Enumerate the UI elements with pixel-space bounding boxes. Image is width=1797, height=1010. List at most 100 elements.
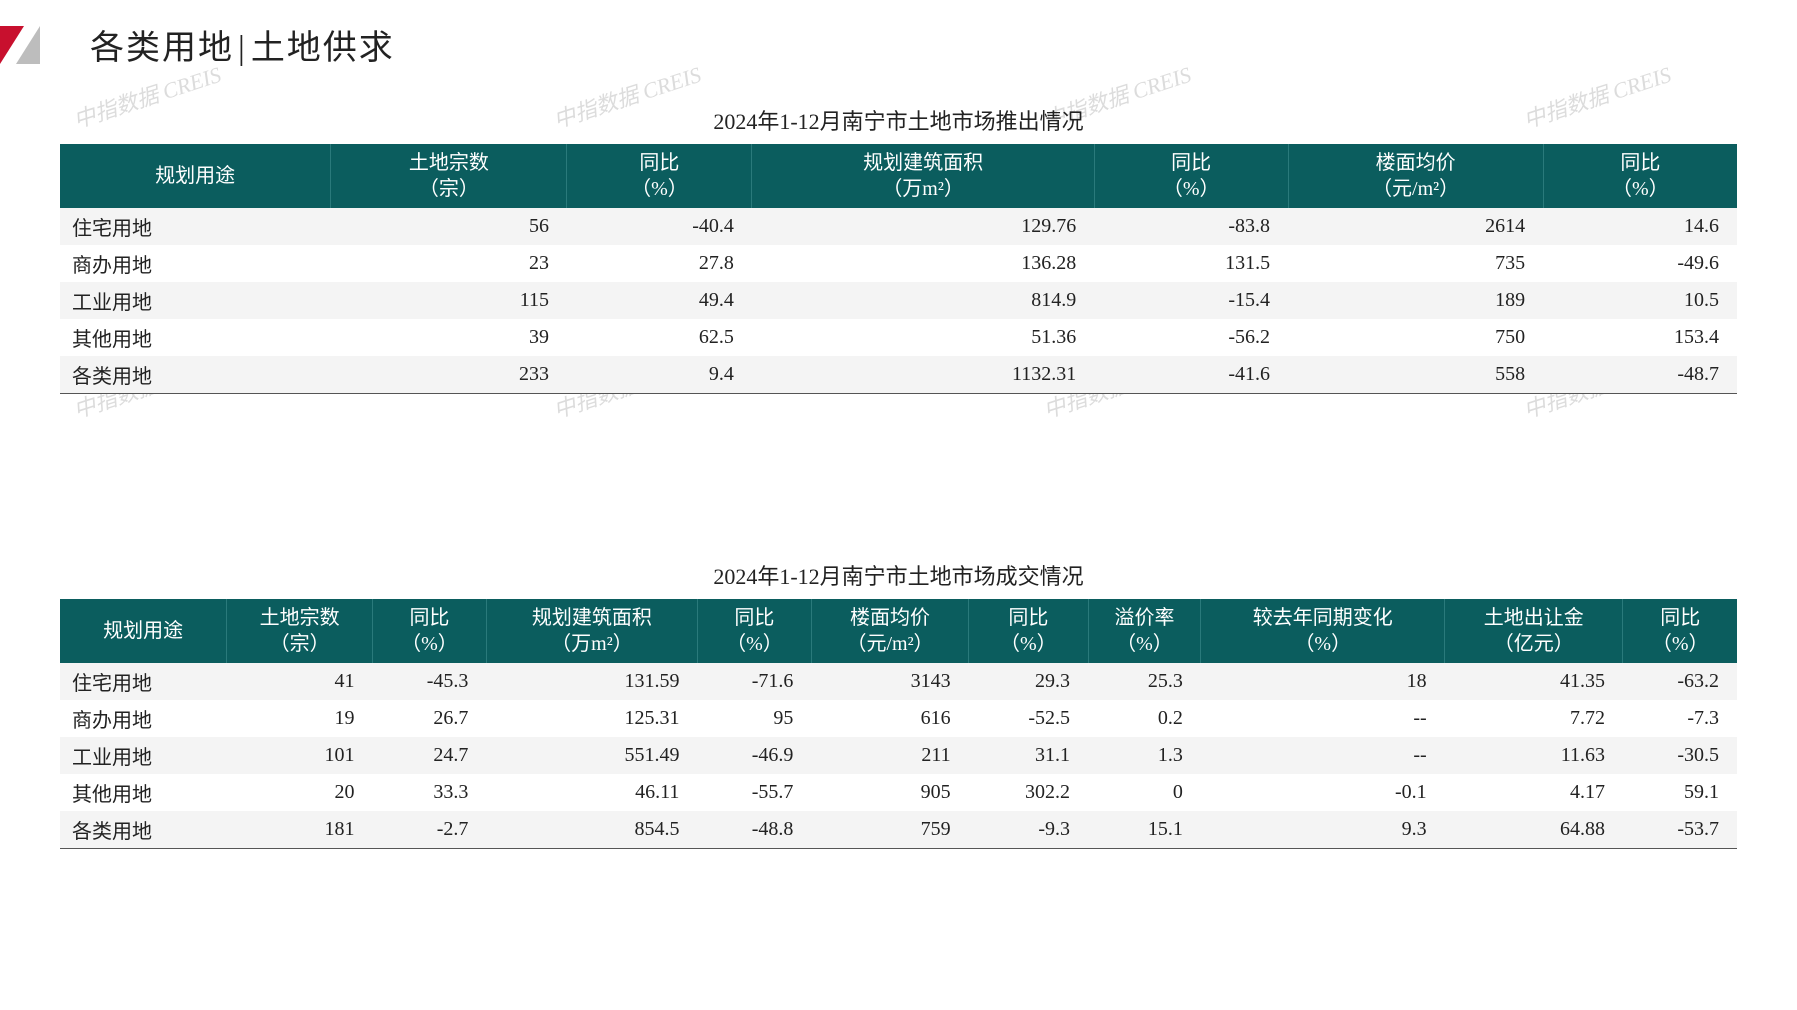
cell-value: -63.2 — [1623, 663, 1737, 700]
column-header: 规划用途 — [60, 599, 227, 663]
cell-value: 41.35 — [1445, 663, 1623, 700]
cell-value: -- — [1201, 737, 1445, 774]
cell-value: 115 — [331, 282, 567, 319]
cell-value: 7.72 — [1445, 700, 1623, 737]
cell-value: 9.3 — [1201, 811, 1445, 849]
column-header: 溢价率（%） — [1088, 599, 1201, 663]
cell-value: -7.3 — [1623, 700, 1737, 737]
cell-value: 905 — [811, 774, 968, 811]
cell-value: 27.8 — [567, 245, 752, 282]
cell-value: 1.3 — [1088, 737, 1201, 774]
table1-body: 住宅用地56-40.4129.76-83.8261414.6商办用地2327.8… — [60, 208, 1737, 394]
cell-value: 64.88 — [1445, 811, 1623, 849]
cell-value: -9.3 — [969, 811, 1088, 849]
cell-value: 39 — [331, 319, 567, 356]
cell-value: -- — [1201, 700, 1445, 737]
cell-value: 181 — [227, 811, 373, 849]
row-label: 住宅用地 — [60, 663, 227, 700]
cell-value: 56 — [331, 208, 567, 245]
cell-value: -0.1 — [1201, 774, 1445, 811]
cell-value: 131.5 — [1094, 245, 1288, 282]
table2-header-row: 规划用途土地宗数（宗）同比（%）规划建筑面积（万m²）同比（%）楼面均价（元/m… — [60, 599, 1737, 663]
cell-value: -2.7 — [372, 811, 486, 849]
column-header: 同比（%） — [1094, 144, 1288, 208]
cell-value: -40.4 — [567, 208, 752, 245]
cell-value: 51.36 — [752, 319, 1094, 356]
cell-value: 49.4 — [567, 282, 752, 319]
cell-value: 18 — [1201, 663, 1445, 700]
cell-value: 735 — [1288, 245, 1543, 282]
column-header: 规划建筑面积（万m²） — [486, 599, 697, 663]
cell-value: -56.2 — [1094, 319, 1288, 356]
cell-value: 3143 — [811, 663, 968, 700]
cell-value: -46.9 — [697, 737, 811, 774]
cell-value: 4.17 — [1445, 774, 1623, 811]
cell-value: 41 — [227, 663, 373, 700]
row-label: 工业用地 — [60, 737, 227, 774]
cell-value: 814.9 — [752, 282, 1094, 319]
column-header: 同比（%） — [697, 599, 811, 663]
row-label: 商办用地 — [60, 245, 331, 282]
title-part-right: 土地供求 — [251, 30, 395, 67]
column-header: 楼面均价（元/m²） — [1288, 144, 1543, 208]
cell-value: 26.7 — [372, 700, 486, 737]
table1: 规划用途土地宗数（宗）同比（%）规划建筑面积（万m²）同比（%）楼面均价（元/m… — [60, 144, 1737, 394]
cell-value: 33.3 — [372, 774, 486, 811]
cell-value: 558 — [1288, 356, 1543, 394]
cell-value: -49.6 — [1543, 245, 1737, 282]
row-label: 住宅用地 — [60, 208, 331, 245]
cell-value: 11.63 — [1445, 737, 1623, 774]
cell-value: 101 — [227, 737, 373, 774]
table-row: 商办用地2327.8136.28131.5735-49.6 — [60, 245, 1737, 282]
table-row: 工业用地10124.7551.49-46.921131.11.3--11.63-… — [60, 737, 1737, 774]
cell-value: 131.59 — [486, 663, 697, 700]
column-header: 同比（%） — [372, 599, 486, 663]
table-row: 商办用地1926.7125.3195616-52.50.2--7.72-7.3 — [60, 700, 1737, 737]
cell-value: 302.2 — [969, 774, 1088, 811]
table-row: 住宅用地41-45.3131.59-71.6314329.325.31841.3… — [60, 663, 1737, 700]
cell-value: -48.8 — [697, 811, 811, 849]
column-header: 土地宗数（宗） — [227, 599, 373, 663]
row-label: 其他用地 — [60, 774, 227, 811]
cell-value: 2614 — [1288, 208, 1543, 245]
cell-value: -30.5 — [1623, 737, 1737, 774]
cell-value: 23 — [331, 245, 567, 282]
cell-value: 854.5 — [486, 811, 697, 849]
row-label: 其他用地 — [60, 319, 331, 356]
cell-value: -41.6 — [1094, 356, 1288, 394]
cell-value: -83.8 — [1094, 208, 1288, 245]
table1-title: 2024年1-12月南宁市土地市场推出情况 — [60, 104, 1737, 136]
cell-value: 0 — [1088, 774, 1201, 811]
cell-value: 129.76 — [752, 208, 1094, 245]
page-title: 各类用地|土地供求 — [90, 20, 395, 69]
cell-value: 125.31 — [486, 700, 697, 737]
title-separator: | — [238, 30, 247, 67]
cell-value: 153.4 — [1543, 319, 1737, 356]
cell-value: 759 — [811, 811, 968, 849]
cell-value: -71.6 — [697, 663, 811, 700]
table2-body: 住宅用地41-45.3131.59-71.6314329.325.31841.3… — [60, 663, 1737, 849]
cell-value: 0.2 — [1088, 700, 1201, 737]
table2-title: 2024年1-12月南宁市土地市场成交情况 — [60, 559, 1737, 591]
cell-value: -52.5 — [969, 700, 1088, 737]
row-label: 各类用地 — [60, 811, 227, 849]
cell-value: 1132.31 — [752, 356, 1094, 394]
column-header: 同比（%） — [567, 144, 752, 208]
cell-value: -55.7 — [697, 774, 811, 811]
table-row: 住宅用地56-40.4129.76-83.8261414.6 — [60, 208, 1737, 245]
cell-value: 95 — [697, 700, 811, 737]
cell-value: 551.49 — [486, 737, 697, 774]
row-label: 商办用地 — [60, 700, 227, 737]
cell-value: 616 — [811, 700, 968, 737]
cell-value: 59.1 — [1623, 774, 1737, 811]
cell-value: 10.5 — [1543, 282, 1737, 319]
cell-value: -53.7 — [1623, 811, 1737, 849]
column-header: 规划用途 — [60, 144, 331, 208]
page-header: 各类用地|土地供求 — [0, 0, 1797, 69]
cell-value: 233 — [331, 356, 567, 394]
cell-value: 24.7 — [372, 737, 486, 774]
cell-value: 31.1 — [969, 737, 1088, 774]
cell-value: 14.6 — [1543, 208, 1737, 245]
cell-value: -15.4 — [1094, 282, 1288, 319]
cell-value: -48.7 — [1543, 356, 1737, 394]
